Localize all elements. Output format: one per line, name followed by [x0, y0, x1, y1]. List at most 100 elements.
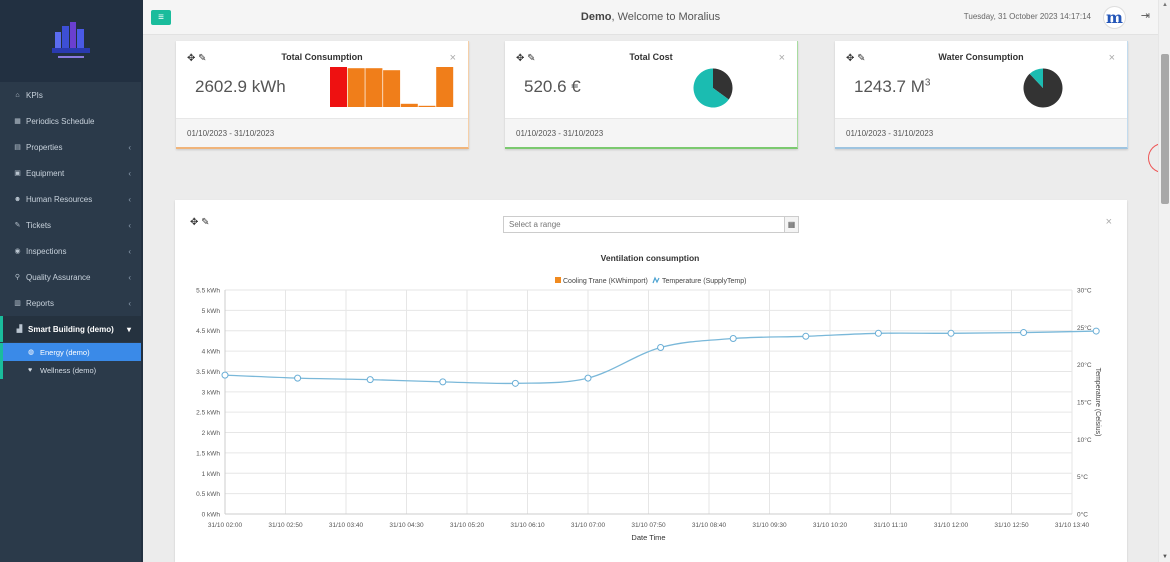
data-point[interactable] — [439, 378, 447, 386]
chart-legend[interactable]: Cooling Trane (KWhimport) Temperature (Su… — [555, 276, 746, 285]
edit-icon[interactable]: ✎ — [201, 217, 210, 228]
card-value: 1243.7 M3 — [854, 77, 930, 97]
x-axis-label: Date Time — [631, 533, 665, 542]
sidebar-item-label: Periodics Schedule — [26, 116, 95, 126]
data-point[interactable] — [729, 335, 737, 343]
sidebar-item-equipment[interactable]: ▣ Equipment ‹ — [0, 160, 141, 186]
card-value: 520.6 € — [524, 77, 581, 96]
x-tick-label: 31/10 08:40 — [692, 522, 727, 529]
y-left-tick-label: 3 kWh — [202, 389, 221, 396]
sidebar-item-smart-building[interactable]: ▟ Smart Building (demo) ▾ — [0, 316, 141, 342]
sidebar-item-label: Equipment — [26, 168, 65, 178]
y-left-tick-label: 4 kWh — [202, 349, 221, 356]
sidebar-item-properties[interactable]: ▤ Properties ‹ — [0, 134, 141, 160]
y-left-tick-label: 1.5 kWh — [196, 450, 220, 457]
data-point[interactable] — [584, 374, 592, 382]
edit-icon[interactable]: ✎ — [857, 53, 866, 64]
cost-mini-pie-chart — [693, 68, 733, 108]
mini-bar — [347, 68, 365, 107]
chevron-down-icon: ▾ — [126, 324, 131, 334]
sidebar-item-reports[interactable]: ▥ Reports ‹ — [0, 290, 141, 316]
users-icon: ☻ — [13, 195, 22, 203]
move-icon[interactable]: ✥ — [187, 53, 196, 64]
edit-icon[interactable]: ✎ — [527, 53, 536, 64]
scroll-up-icon[interactable]: ▲ — [1162, 2, 1168, 8]
y-right-tick-label: 10°C — [1077, 436, 1092, 444]
avatar[interactable]: m — [1103, 6, 1126, 29]
sidebar-item-human-resources[interactable]: ☻ Human Resources ‹ — [0, 186, 141, 212]
top-header: ≡ Demo, Welcome to Moralius Tuesday, 31 … — [143, 0, 1158, 35]
chevron-left-icon: ‹ — [128, 168, 131, 178]
card-value-number: 1243.7 M — [854, 77, 925, 96]
data-point[interactable] — [802, 332, 810, 340]
close-icon[interactable]: × — [778, 52, 785, 64]
data-point[interactable] — [657, 343, 665, 351]
sidebar-item-label: Tickets — [26, 220, 52, 230]
x-tick-label: 31/10 11:10 — [874, 522, 908, 529]
card-value: 2602.9 kWh — [195, 77, 286, 96]
chart-icon: ▟ — [16, 326, 23, 333]
card-tools: ✥ ✎ — [187, 53, 207, 64]
scroll-down-icon[interactable]: ▼ — [1162, 554, 1168, 560]
quality-icon: ⚲ — [14, 274, 21, 281]
move-icon[interactable]: ✥ — [190, 217, 199, 228]
mini-bar — [365, 68, 383, 107]
x-tick-label: 31/10 02:50 — [268, 522, 303, 529]
x-tick-label: 31/10 05:20 — [450, 522, 485, 529]
x-tick-label: 31/10 02:00 — [208, 522, 243, 529]
data-point[interactable] — [221, 371, 229, 379]
consumption-mini-bar-chart — [330, 67, 454, 107]
sidebar-subitem-label: Energy (demo) — [40, 347, 90, 357]
calendar-icon: ▦ — [14, 118, 21, 125]
data-point[interactable] — [947, 329, 955, 337]
card-value-unit-sup: 3 — [924, 77, 931, 89]
move-icon[interactable]: ✥ — [516, 53, 525, 64]
y-right-axis-label: Temperature (Celsius) — [1094, 368, 1101, 437]
menu-toggle-button[interactable]: ≡ — [151, 10, 171, 25]
close-icon[interactable]: × — [1105, 216, 1112, 228]
move-icon[interactable]: ✥ — [846, 53, 855, 64]
welcome-message: , Welcome to Moralius — [611, 11, 721, 23]
edit-icon[interactable]: ✎ — [198, 53, 207, 64]
mini-bar — [400, 103, 418, 107]
page-scrollbar[interactable]: ▲ ▼ — [1158, 0, 1170, 562]
chevron-left-icon: ‹ — [128, 272, 131, 282]
sidebar-item-kpis[interactable]: ⌂ KPIs — [0, 82, 141, 108]
sidebar-item-tickets[interactable]: ✎ Tickets ‹ — [0, 212, 141, 238]
scrollbar-thumb[interactable] — [1161, 54, 1169, 204]
chart-panel: Ventilation consumption Cooling Trane (KW… — [175, 200, 1127, 562]
mini-bar — [330, 67, 347, 107]
mini-bar — [383, 70, 401, 107]
card-tools: ✥ ✎ — [846, 53, 866, 64]
sidebar-item-periodics-schedule[interactable]: ▦ Periodics Schedule — [0, 108, 141, 134]
reports-icon: ▥ — [14, 300, 21, 307]
sidebar-subitem-wellness[interactable]: ♥ Wellness (demo) — [0, 361, 141, 379]
logout-icon[interactable]: ⇥ — [1140, 10, 1150, 22]
data-point[interactable] — [294, 374, 302, 382]
data-point[interactable] — [874, 329, 882, 337]
sidebar-item-quality-assurance[interactable]: ⚲ Quality Assurance ‹ — [0, 264, 141, 290]
card-title: Water Consumption — [938, 52, 1024, 62]
date-range-input[interactable] — [503, 216, 785, 233]
mini-bar — [436, 67, 454, 107]
x-tick-label: 31/10 07:00 — [571, 522, 606, 529]
sidebar-item-label: Quality Assurance — [26, 272, 91, 282]
kpi-card-cost: ✥ ✎ Total Cost × 520.6 € 01/10/2023 - 31… — [505, 41, 798, 149]
app-logo[interactable] — [50, 18, 92, 62]
data-point[interactable] — [1020, 329, 1028, 337]
close-icon[interactable]: × — [449, 52, 456, 64]
chevron-left-icon: ‹ — [128, 246, 131, 256]
home-icon: ⌂ — [15, 91, 20, 99]
calendar-icon[interactable]: ▦ — [785, 216, 799, 233]
chevron-left-icon: ‹ — [128, 194, 131, 204]
data-point[interactable] — [1092, 327, 1100, 335]
data-point[interactable] — [511, 379, 519, 387]
close-icon[interactable]: × — [1108, 52, 1115, 64]
sidebar-subitem-energy[interactable]: ◍ Energy (demo) — [0, 343, 141, 361]
kpi-card-consumption: ✥ ✎ Total Consumption × 2602.9 kWh 01/10… — [176, 41, 469, 149]
data-point[interactable] — [366, 376, 374, 384]
pie-slice — [693, 68, 729, 108]
chevron-left-icon: ‹ — [128, 220, 131, 230]
sidebar-item-inspections[interactable]: ◉ Inspections ‹ — [0, 238, 141, 264]
inspection-icon: ◉ — [14, 248, 21, 255]
